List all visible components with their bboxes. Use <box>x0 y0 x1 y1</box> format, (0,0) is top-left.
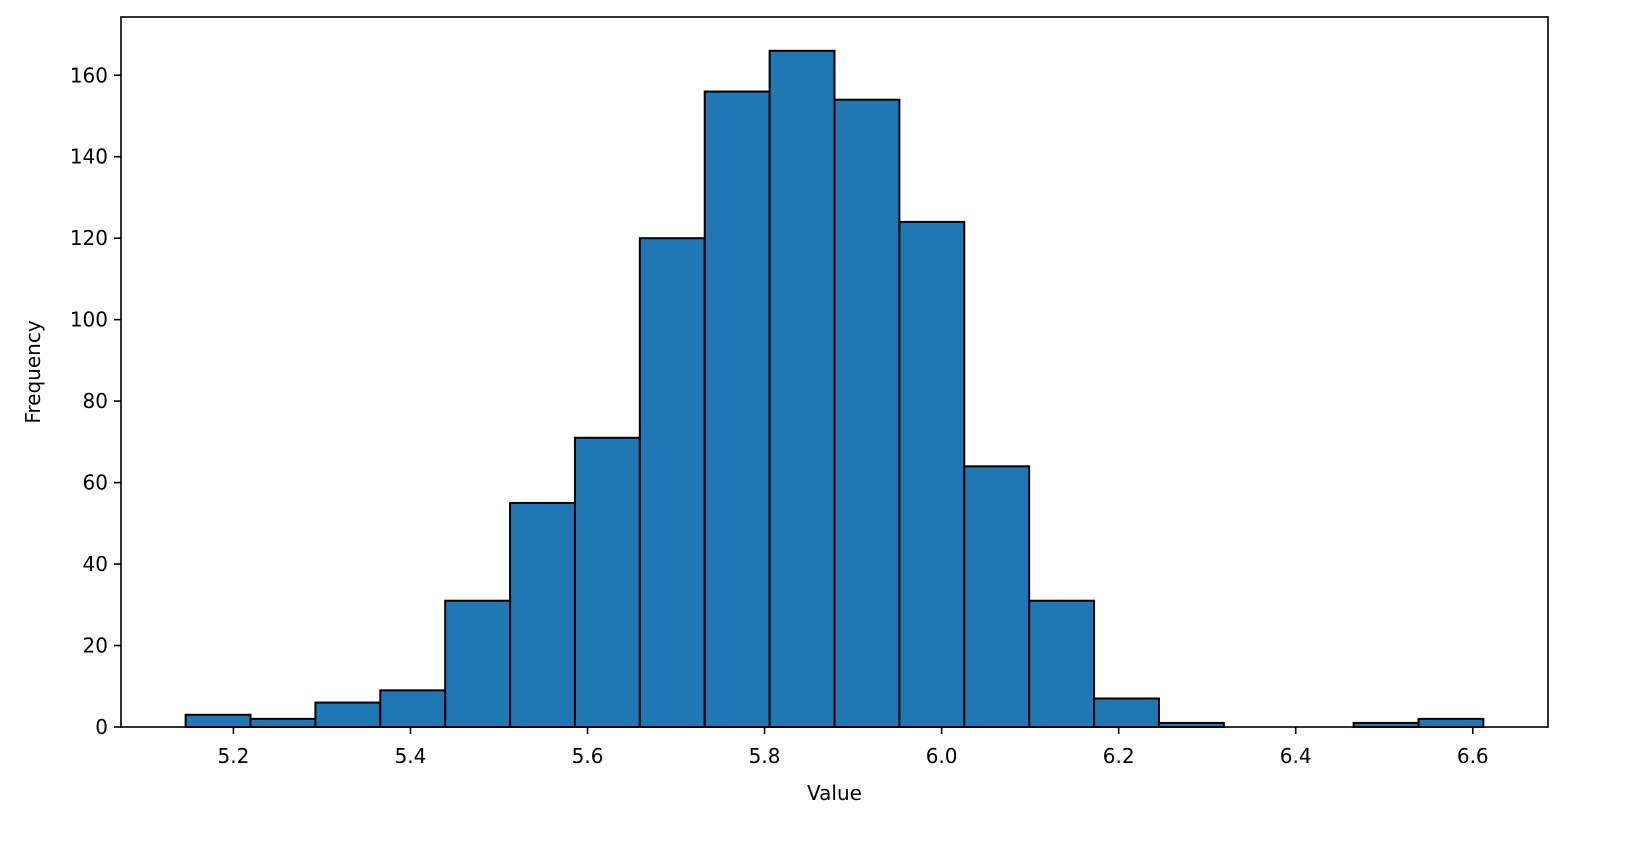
histogram-bar <box>703 90 771 729</box>
histogram-bar <box>379 689 447 728</box>
y-tick-label: 80 <box>83 389 108 413</box>
y-tick-label: 140 <box>70 145 108 169</box>
histogram-bar <box>1417 717 1485 729</box>
histogram-bar <box>833 98 901 729</box>
x-tick-label: 6.2 <box>1103 744 1135 768</box>
x-tick-label: 6.6 <box>1457 744 1489 768</box>
x-tick-label: 5.2 <box>218 744 250 768</box>
histogram-bar <box>573 436 641 728</box>
histogram-bar <box>963 465 1031 728</box>
histogram-bar <box>314 701 382 729</box>
y-tick-label: 160 <box>70 63 108 87</box>
x-tick-label: 6.0 <box>926 744 958 768</box>
y-tick-label: 40 <box>83 552 108 576</box>
x-tick-label: 6.4 <box>1280 744 1312 768</box>
histogram-bar <box>1028 599 1096 728</box>
x-tick-label: 5.4 <box>395 744 427 768</box>
histogram-bar <box>638 237 706 728</box>
y-axis-label: Frequency <box>21 320 45 423</box>
x-axis: 5.2 5.4 5.6 5.8 6.0 6.2 6.4 6.6 <box>218 727 1489 768</box>
y-tick-label: 0 <box>95 715 108 739</box>
histogram-bar <box>249 717 317 729</box>
histogram-bar <box>184 713 252 728</box>
bars-group <box>184 49 1485 729</box>
histogram-bar <box>509 501 576 729</box>
y-tick-label: 60 <box>83 471 108 495</box>
y-tick-label: 100 <box>70 308 108 332</box>
y-tick-label: 120 <box>70 226 108 250</box>
y-tick-label: 20 <box>83 634 108 658</box>
x-axis-label: Value <box>807 781 862 805</box>
plot-frame <box>120 16 1549 728</box>
x-tick-label: 5.8 <box>749 744 781 768</box>
histogram-bar <box>898 220 966 728</box>
histogram-bar <box>444 599 512 728</box>
histogram-bar <box>768 49 836 729</box>
histogram-bar <box>1093 697 1160 729</box>
x-tick-label: 5.6 <box>572 744 604 768</box>
y-axis: 0 20 40 60 80 100 120 140 160 <box>70 63 121 739</box>
